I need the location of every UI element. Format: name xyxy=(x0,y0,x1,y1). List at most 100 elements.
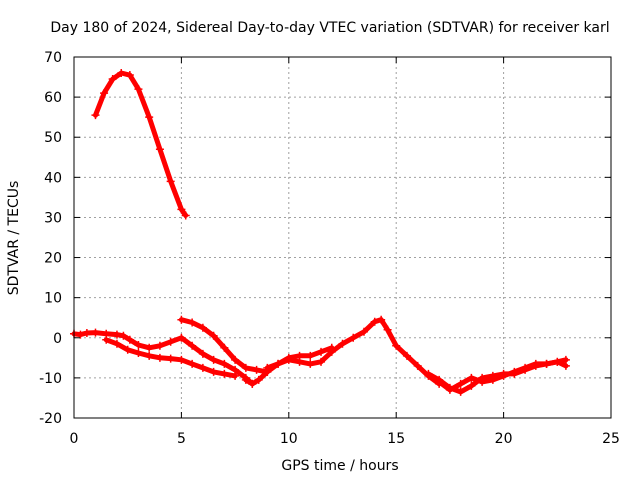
data-point xyxy=(445,385,454,394)
chart-title: Day 180 of 2024, Sidereal Day-to-day VTE… xyxy=(50,20,609,36)
data-point xyxy=(188,318,197,327)
data-point xyxy=(377,315,386,324)
data-point xyxy=(413,361,422,370)
data-point xyxy=(499,371,508,380)
data-point xyxy=(327,347,336,356)
data-point xyxy=(383,325,392,334)
data-point xyxy=(295,357,304,366)
tick-labels: 0 5 10 15 20 25 -20 -10 0 10 20 30 40 50 60 70 xyxy=(39,50,620,447)
data-point xyxy=(306,359,315,368)
y-tick-label: 60 xyxy=(44,90,62,106)
data-point xyxy=(177,205,186,214)
data-point xyxy=(284,355,293,364)
y-tick-label: -20 xyxy=(39,411,62,427)
data-point xyxy=(134,349,143,358)
data-point xyxy=(306,351,315,360)
y-tick-label: -10 xyxy=(39,371,62,387)
data-point xyxy=(117,69,126,78)
data-point xyxy=(392,341,401,350)
data-point xyxy=(125,335,134,344)
data-point xyxy=(134,85,143,94)
y-tick-label: 20 xyxy=(44,251,62,267)
data-point xyxy=(134,340,143,349)
data-point xyxy=(338,339,347,348)
y-tick-label: 40 xyxy=(44,170,62,186)
data-point xyxy=(349,333,358,342)
data-point xyxy=(478,377,487,386)
x-tick-label: 15 xyxy=(387,431,405,447)
data-point xyxy=(521,363,530,372)
data-point xyxy=(209,367,218,376)
data-point xyxy=(100,89,109,98)
data-point xyxy=(145,351,154,360)
data-point xyxy=(155,341,164,350)
data-point xyxy=(553,357,562,366)
data-point xyxy=(166,354,175,363)
series-layer xyxy=(70,69,570,396)
data-point xyxy=(510,367,519,376)
plot-frame xyxy=(73,56,612,419)
data-point xyxy=(561,361,570,370)
data-point xyxy=(435,377,444,386)
data-point xyxy=(188,359,197,368)
data-point xyxy=(188,341,197,350)
data-point xyxy=(456,387,465,396)
data-point xyxy=(317,347,326,356)
y-tick-label: 10 xyxy=(44,291,62,307)
data-point xyxy=(263,363,272,372)
data-point xyxy=(252,365,261,374)
data-point xyxy=(145,113,154,122)
data-point xyxy=(112,330,121,339)
data-point xyxy=(198,363,207,372)
data-point xyxy=(241,363,250,372)
data-point xyxy=(119,331,128,340)
data-point xyxy=(76,330,85,339)
data-point xyxy=(209,331,218,340)
data-point xyxy=(274,359,283,368)
data-point xyxy=(181,211,190,220)
data-point xyxy=(82,328,91,337)
y-axis-label: SDTVAR / TECUs xyxy=(6,181,22,296)
series-arc-high xyxy=(93,70,189,218)
data-point xyxy=(145,343,154,352)
data-point xyxy=(91,328,100,337)
x-tick-label: 5 xyxy=(177,431,186,447)
data-point xyxy=(177,333,186,342)
data-point xyxy=(424,369,433,378)
x-tick-label: 10 xyxy=(280,431,298,447)
y-tick-label: 0 xyxy=(53,331,62,347)
data-point xyxy=(125,71,134,80)
data-point xyxy=(241,375,250,384)
data-point xyxy=(370,317,379,326)
series-arc-e xyxy=(264,317,442,387)
data-point xyxy=(317,357,326,366)
data-point xyxy=(231,371,240,380)
data-point xyxy=(220,359,229,368)
data-point xyxy=(123,345,132,354)
data-point xyxy=(531,359,540,368)
data-point xyxy=(112,339,121,348)
data-point xyxy=(166,177,175,186)
data-point xyxy=(177,355,186,364)
data-point xyxy=(177,315,186,324)
data-point xyxy=(198,349,207,358)
data-point xyxy=(402,351,411,360)
data-point xyxy=(198,323,207,332)
data-point xyxy=(209,355,218,364)
data-point xyxy=(155,145,164,154)
axis-ticks xyxy=(73,56,612,419)
data-point xyxy=(220,369,229,378)
data-point xyxy=(166,337,175,346)
x-tick-label: 0 xyxy=(70,431,79,447)
y-tick-label: 30 xyxy=(44,210,62,226)
data-point xyxy=(155,353,164,362)
data-point xyxy=(91,111,100,120)
y-tick-label: 50 xyxy=(44,130,62,146)
x-axis-label: GPS time / hours xyxy=(281,458,398,474)
data-point xyxy=(488,375,497,384)
data-point xyxy=(254,375,263,384)
data-point xyxy=(467,373,476,382)
data-point xyxy=(220,343,229,352)
x-tick-label: 25 xyxy=(602,431,620,447)
